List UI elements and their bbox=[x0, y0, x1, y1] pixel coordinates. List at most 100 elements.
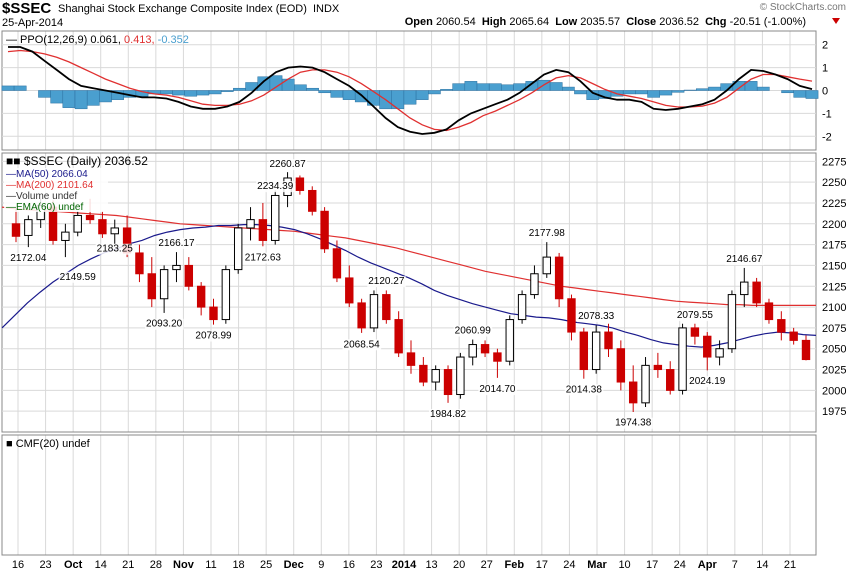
x-tick-label: 14 bbox=[95, 559, 107, 571]
price-annotation-bg bbox=[688, 376, 727, 388]
x-tick-label: 16 bbox=[343, 559, 355, 571]
candle-body bbox=[505, 319, 514, 362]
candle-body bbox=[542, 256, 551, 275]
ppo-histogram-bar bbox=[172, 90, 185, 96]
candle-body bbox=[777, 319, 786, 333]
candle-body bbox=[443, 369, 453, 396]
ppo-histogram-bar bbox=[756, 86, 770, 91]
candle-body bbox=[604, 331, 613, 350]
candle-body bbox=[678, 327, 687, 391]
ppo-histogram-bar bbox=[464, 81, 478, 91]
legend-bg bbox=[4, 201, 108, 212]
x-tick-label: 13 bbox=[425, 559, 437, 571]
candle-body bbox=[394, 319, 403, 354]
price-annotation-bg bbox=[95, 243, 135, 255]
price-annotation-bg bbox=[256, 181, 295, 193]
candle-body bbox=[740, 281, 749, 296]
ppo-histogram-bar bbox=[403, 90, 417, 105]
ppo-histogram-bar bbox=[160, 90, 173, 95]
panel-frame bbox=[1, 434, 817, 556]
x-tick-label: 28 bbox=[150, 559, 162, 571]
x-tick-label: Apr bbox=[698, 559, 718, 571]
ppo-tick-label: 2 bbox=[822, 40, 828, 52]
x-tick-label: 10 bbox=[618, 559, 630, 571]
candle-body bbox=[641, 364, 650, 404]
candle-body bbox=[246, 219, 255, 229]
x-tick-label: Nov bbox=[173, 559, 195, 571]
ppo-histogram-bar bbox=[781, 90, 794, 94]
ppo-tick-label: -1 bbox=[822, 108, 832, 120]
ppo-histogram-bar bbox=[62, 90, 76, 108]
price-tick-label: 2100 bbox=[822, 302, 846, 314]
ppo-histogram-bar bbox=[452, 83, 466, 91]
candle-body bbox=[690, 327, 700, 337]
price-tick-label: 2225 bbox=[822, 198, 846, 210]
candle-body bbox=[653, 364, 663, 371]
price-tick-label: 1975 bbox=[822, 406, 846, 418]
ppo-histogram-bar bbox=[342, 90, 356, 100]
ppo-histogram-bar bbox=[233, 87, 246, 91]
price-tick-label: 2000 bbox=[822, 385, 846, 397]
candle-body bbox=[628, 381, 638, 404]
price-annotation: 2078.33 bbox=[578, 311, 615, 322]
x-tick-label: 14 bbox=[756, 559, 768, 571]
candle-body bbox=[61, 231, 70, 241]
candle-body bbox=[295, 177, 305, 191]
price-tick-label: 2275 bbox=[822, 156, 846, 168]
price-annotation-bg bbox=[9, 253, 48, 265]
candle-body bbox=[456, 356, 465, 396]
price-annotation: 2149.59 bbox=[60, 272, 97, 283]
ppo-histogram-bar bbox=[269, 75, 283, 91]
ppo-histogram-bar bbox=[793, 90, 807, 98]
ppo-histogram-bar bbox=[562, 86, 575, 91]
ppo-histogram-bar bbox=[622, 90, 636, 95]
price-annotation-bg bbox=[342, 339, 382, 351]
candle-body bbox=[493, 352, 502, 362]
candle-body bbox=[666, 369, 675, 391]
price-annotation: 2234.39 bbox=[257, 181, 294, 192]
ppo-histogram-bar bbox=[488, 83, 502, 91]
candle-body bbox=[147, 273, 156, 300]
x-tick-label: 23 bbox=[370, 559, 382, 571]
price-annotation: 2014.38 bbox=[566, 384, 603, 395]
price-annotation-bg bbox=[145, 318, 184, 330]
x-tick-label: 24 bbox=[674, 559, 686, 571]
candle-body bbox=[419, 364, 428, 383]
ppo-legend-hist: -0.352 bbox=[158, 34, 189, 46]
ma200-line bbox=[1, 206, 816, 306]
price-annotation-bg bbox=[725, 254, 764, 266]
ppo-histogram-bar bbox=[708, 86, 721, 91]
candle-body bbox=[406, 352, 416, 366]
candle-body bbox=[73, 214, 82, 233]
ticker-symbol: $SSEC bbox=[2, 0, 52, 17]
candle-body bbox=[85, 214, 95, 221]
candle-body bbox=[172, 264, 181, 271]
x-tick-label: Mar bbox=[587, 559, 607, 571]
candle-body bbox=[431, 369, 440, 383]
ohlc-summary: Open 2060.54 High 2065.64 Low 2035.57 Cl… bbox=[404, 16, 806, 28]
x-tick-label: 7 bbox=[732, 559, 738, 571]
ppo-histogram-bar bbox=[671, 90, 685, 93]
candle-body bbox=[764, 302, 774, 321]
chart-header: $SSEC Shanghai Stock Exchange Composite … bbox=[0, 0, 850, 30]
stockcharts-watermark: © StockCharts.com bbox=[759, 2, 846, 13]
ppo-histogram-bar bbox=[306, 87, 319, 91]
price-annotation: 2060.99 bbox=[455, 326, 492, 337]
price-annotation: 2079.55 bbox=[677, 310, 714, 321]
x-tick-label: 27 bbox=[481, 559, 493, 571]
price-annotation-bg bbox=[58, 271, 98, 283]
ppo-histogram-bar bbox=[415, 90, 429, 100]
price-annotation-bg bbox=[527, 228, 567, 240]
candle-body bbox=[579, 331, 589, 371]
ppo-histogram-bar bbox=[220, 90, 234, 92]
x-tick-label: 21 bbox=[784, 559, 796, 571]
x-tick-label: 18 bbox=[232, 559, 244, 571]
ppo-histogram-bar bbox=[294, 84, 307, 91]
x-tick-label: 20 bbox=[453, 559, 465, 571]
candle-body bbox=[801, 339, 811, 361]
candle-body bbox=[727, 294, 737, 350]
ppo-histogram-bar bbox=[476, 83, 490, 91]
x-tick-label: 16 bbox=[12, 559, 24, 571]
price-tick-label: 2175 bbox=[822, 240, 846, 252]
